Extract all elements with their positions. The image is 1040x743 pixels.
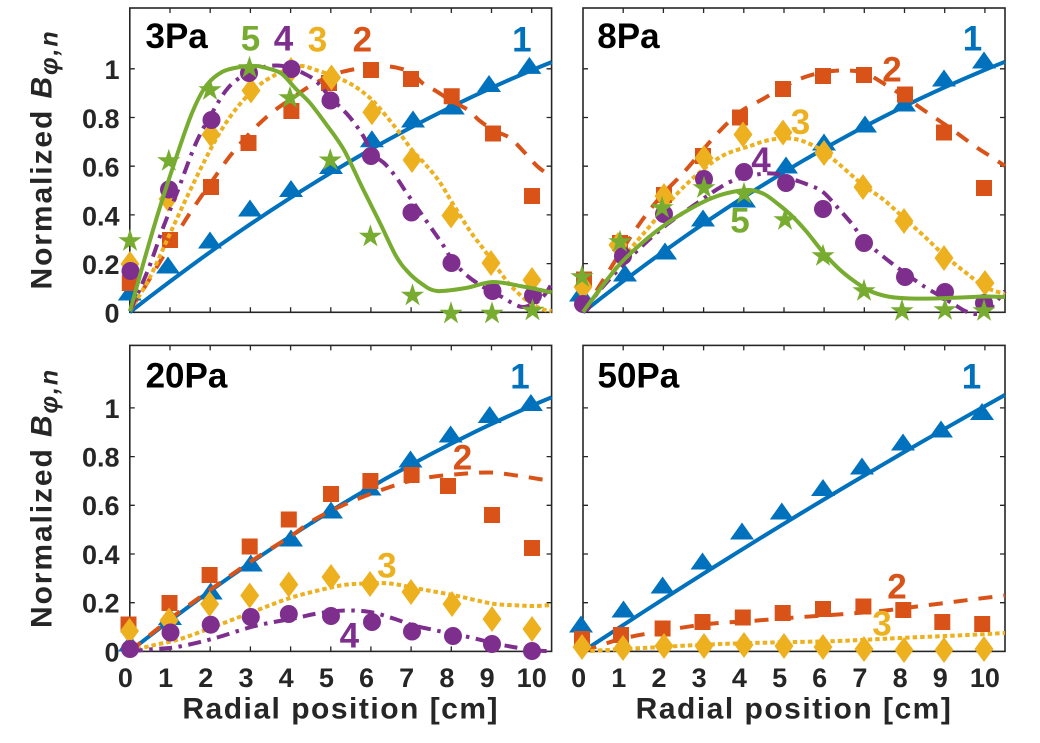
svg-text:0: 0 bbox=[104, 637, 119, 667]
svg-text:5: 5 bbox=[241, 20, 260, 59]
svg-text:9: 9 bbox=[933, 663, 948, 693]
svg-text:3: 3 bbox=[377, 547, 396, 586]
svg-text:8Pa: 8Pa bbox=[597, 17, 660, 56]
svg-text:8: 8 bbox=[439, 663, 454, 693]
svg-text:0.8: 0.8 bbox=[82, 443, 120, 473]
svg-text:10: 10 bbox=[517, 663, 547, 693]
svg-text:4: 4 bbox=[751, 141, 771, 180]
svg-text:7: 7 bbox=[399, 663, 414, 693]
svg-text:2: 2 bbox=[887, 568, 906, 607]
svg-text:5: 5 bbox=[772, 663, 787, 693]
svg-text:Radial position [cm]: Radial position [cm] bbox=[182, 692, 499, 725]
svg-text:1: 1 bbox=[104, 55, 119, 85]
svg-text:3: 3 bbox=[692, 663, 707, 693]
svg-text:0: 0 bbox=[571, 663, 586, 693]
svg-text:0.2: 0.2 bbox=[82, 589, 120, 619]
svg-text:1: 1 bbox=[963, 20, 982, 59]
svg-text:1: 1 bbox=[510, 358, 529, 397]
svg-text:8: 8 bbox=[893, 663, 908, 693]
svg-text:1: 1 bbox=[104, 394, 119, 424]
svg-text:5: 5 bbox=[730, 202, 749, 241]
svg-text:2: 2 bbox=[198, 663, 213, 693]
svg-text:20Pa: 20Pa bbox=[146, 356, 228, 395]
svg-text:1: 1 bbox=[158, 663, 173, 693]
svg-text:50Pa: 50Pa bbox=[598, 357, 680, 396]
svg-text:3: 3 bbox=[791, 103, 810, 142]
svg-text:0.4: 0.4 bbox=[82, 201, 120, 231]
svg-text:2: 2 bbox=[453, 439, 472, 478]
svg-text:3: 3 bbox=[308, 21, 327, 60]
svg-text:6: 6 bbox=[359, 663, 374, 693]
svg-text:7: 7 bbox=[852, 663, 867, 693]
svg-text:2: 2 bbox=[882, 51, 901, 90]
svg-text:3: 3 bbox=[238, 663, 253, 693]
svg-text:0.8: 0.8 bbox=[82, 104, 120, 134]
svg-text:0.6: 0.6 bbox=[82, 491, 120, 521]
svg-text:Radial position [cm]: Radial position [cm] bbox=[636, 692, 953, 725]
svg-text:2: 2 bbox=[353, 21, 372, 60]
svg-text:0.6: 0.6 bbox=[82, 153, 120, 183]
svg-text:1: 1 bbox=[512, 21, 531, 60]
svg-text:2: 2 bbox=[651, 663, 666, 693]
svg-text:4: 4 bbox=[279, 663, 294, 693]
svg-text:0.2: 0.2 bbox=[82, 250, 120, 280]
svg-text:9: 9 bbox=[480, 663, 495, 693]
svg-text:4: 4 bbox=[274, 20, 294, 59]
svg-text:1: 1 bbox=[962, 358, 981, 397]
svg-text:0.4: 0.4 bbox=[82, 540, 120, 570]
svg-text:4: 4 bbox=[340, 617, 360, 656]
svg-text:3: 3 bbox=[872, 605, 891, 644]
svg-text:5: 5 bbox=[319, 663, 334, 693]
svg-text:3Pa: 3Pa bbox=[146, 17, 209, 56]
svg-text:1: 1 bbox=[611, 663, 626, 693]
svg-text:6: 6 bbox=[812, 663, 827, 693]
svg-text:4: 4 bbox=[732, 663, 747, 693]
svg-text:0: 0 bbox=[104, 299, 119, 329]
svg-text:10: 10 bbox=[970, 663, 1000, 693]
svg-text:0: 0 bbox=[118, 663, 133, 693]
